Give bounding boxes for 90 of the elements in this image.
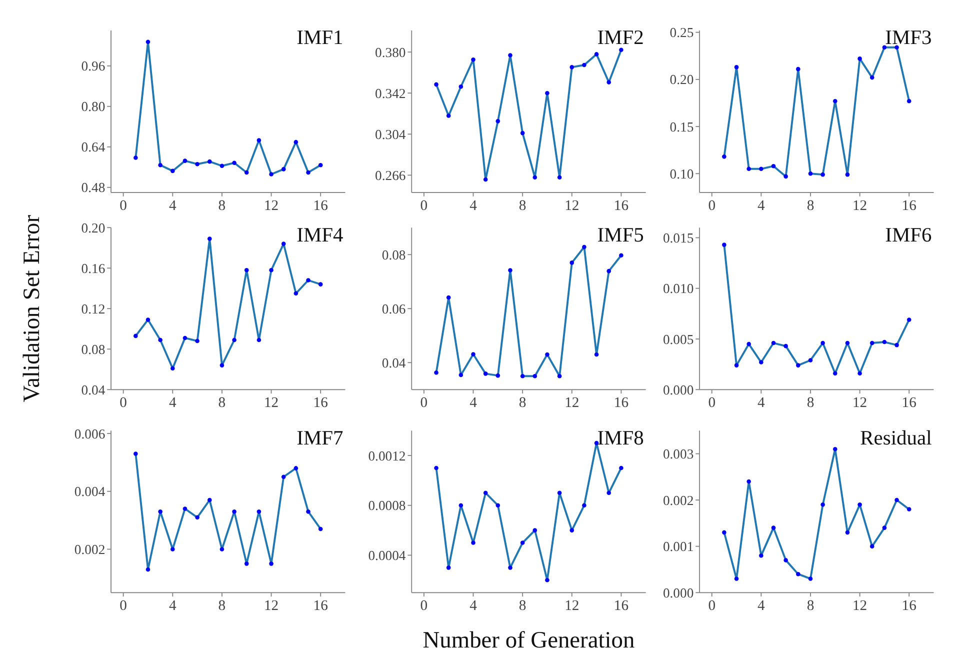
x-tick-label: 16	[902, 598, 916, 614]
y-tick-label: 0.80	[81, 99, 106, 114]
chart-title: IMF4	[296, 224, 344, 246]
y-tick-label: 0.12	[81, 301, 106, 316]
x-tick-label: 0	[120, 395, 127, 412]
x-tick-label: 8	[806, 198, 814, 214]
x-tick-label: 4	[168, 198, 177, 214]
y-tick-label: 0.0008	[368, 498, 406, 514]
y-tick-label: 0.0012	[368, 448, 406, 464]
x-tick-label: 0	[120, 598, 127, 614]
x-tick-label: 8	[218, 395, 226, 412]
x-tick-label: 4	[168, 598, 177, 614]
x-tick-label: 4	[758, 598, 766, 614]
x-tick-label: 8	[518, 395, 526, 412]
y-tick-label: 0.0004	[368, 548, 406, 564]
x-tick-label: 8	[518, 198, 526, 214]
x-tick-label: 0	[708, 598, 716, 614]
y-tick-label: 0.005	[662, 332, 694, 347]
chart-title: IMF6	[885, 224, 932, 246]
chart-title: IMF3	[885, 27, 932, 50]
y-tick-label: 0.006	[74, 426, 106, 442]
y-tick-label: 0.002	[662, 492, 694, 508]
y-tick-label: 0.001	[662, 539, 694, 554]
y-tick-label: 0.20	[81, 220, 106, 236]
x-tick-label: 4	[470, 198, 478, 214]
x-tick-label: 16	[614, 598, 628, 614]
y-tick-label: 0.004	[74, 484, 106, 500]
y-tick-label: 0.16	[81, 260, 106, 276]
y-tick-label: 0.380	[375, 44, 406, 60]
x-tick-label: 16	[614, 395, 628, 412]
y-tick-label: 0.003	[662, 446, 694, 462]
x-tick-label: 12	[564, 598, 580, 614]
x-tick-label: 4	[168, 395, 177, 412]
y-tick-label: 0.266	[375, 168, 406, 183]
x-axis-title: Number of Generation	[422, 627, 635, 654]
y-tick-label: 0.002	[74, 542, 106, 557]
y-tick-label: 0.10	[670, 166, 694, 182]
x-tick-label: 0	[708, 198, 716, 214]
y-tick-label: 0.15	[670, 119, 694, 134]
x-tick-label: 0	[420, 395, 428, 412]
x-tick-label: 16	[313, 598, 328, 614]
chart-title: IMF7	[296, 427, 344, 450]
x-tick-label: 12	[264, 395, 279, 412]
y-tick-label: 0.000	[662, 382, 694, 398]
x-tick-label: 16	[313, 395, 328, 412]
x-tick-label: 12	[264, 598, 279, 614]
x-tick-label: 12	[564, 198, 580, 214]
x-tick-label: 12	[852, 395, 868, 412]
x-tick-label: 8	[806, 598, 814, 614]
x-tick-label: 4	[470, 598, 478, 614]
x-tick-label: 12	[564, 395, 580, 412]
y-tick-label: 0.25	[670, 25, 694, 40]
x-tick-label: 4	[758, 395, 766, 412]
x-tick-label: 8	[806, 395, 814, 412]
y-tick-label: 0.08	[81, 342, 106, 357]
x-tick-label: 12	[264, 198, 279, 214]
y-tick-label: 0.015	[662, 230, 694, 246]
x-tick-label: 16	[902, 198, 916, 214]
y-tick-label: 0.342	[375, 86, 406, 101]
x-tick-label: 8	[218, 598, 226, 614]
x-tick-label: 0	[120, 198, 127, 214]
x-tick-label: 12	[852, 198, 868, 214]
y-axis-title: Validation Set Error	[18, 214, 45, 402]
y-tick-label: 0.06	[382, 301, 406, 316]
y-tick-label: 0.000	[662, 585, 694, 600]
chart-title: IMF8	[597, 427, 644, 450]
y-tick-label: 0.96	[81, 58, 106, 74]
y-tick-label: 0.04	[81, 382, 106, 398]
y-tick-label: 0.08	[382, 247, 406, 262]
chart-title: IMF2	[597, 27, 644, 50]
x-tick-label: 0	[420, 198, 428, 214]
x-tick-label: 4	[470, 395, 478, 412]
chart-title: IMF5	[597, 224, 644, 246]
x-tick-label: 8	[518, 598, 526, 614]
y-tick-label: 0.04	[382, 355, 406, 370]
x-tick-label: 16	[313, 198, 328, 214]
x-tick-label: 0	[708, 395, 716, 412]
x-tick-label: 4	[758, 198, 766, 214]
y-tick-label: 0.64	[81, 140, 106, 155]
y-tick-label: 0.20	[670, 72, 694, 88]
y-tick-label: 0.304	[375, 126, 406, 142]
chart-title: Residual	[860, 427, 932, 450]
y-tick-label: 0.48	[81, 180, 106, 196]
x-tick-label: 16	[902, 395, 916, 412]
x-tick-label: 16	[614, 198, 628, 214]
x-tick-label: 12	[852, 598, 868, 614]
y-tick-label: 0.010	[662, 281, 694, 296]
x-tick-label: 0	[420, 598, 428, 614]
x-tick-label: 8	[218, 198, 226, 214]
chart-title: IMF1	[296, 27, 344, 50]
